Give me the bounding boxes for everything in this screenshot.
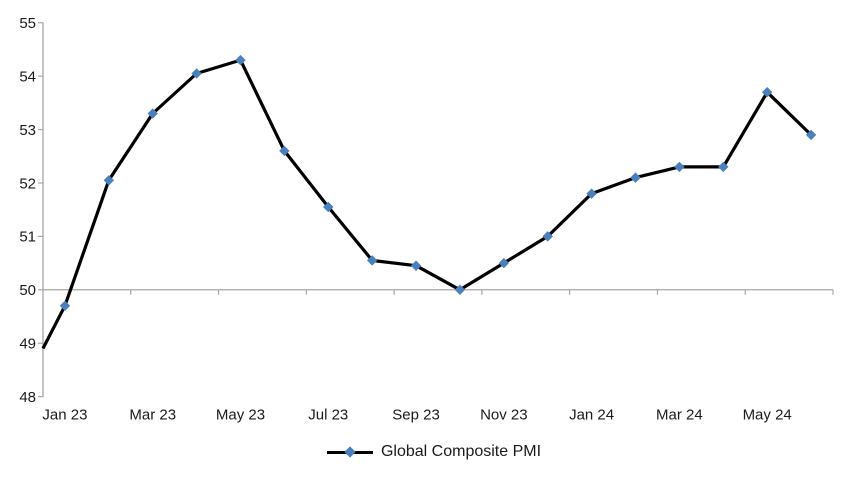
data-point-marker (191, 68, 202, 79)
legend-line-sample (326, 446, 373, 458)
x-axis-label: May 23 (216, 407, 265, 424)
data-point-marker (586, 188, 597, 199)
pmi-series-line (41, 58, 813, 350)
x-axis-label: Sep 23 (392, 407, 440, 424)
y-axis-label: 48 (19, 389, 36, 406)
x-axis-label: Mar 23 (129, 407, 176, 424)
data-point-marker (279, 145, 290, 157)
data-point-marker (674, 161, 685, 173)
legend-label: Global Composite PMI (380, 443, 542, 460)
data-point-marker (323, 201, 334, 213)
data-point-marker (366, 255, 378, 266)
x-axis-label: Jan 23 (42, 407, 87, 424)
x-axis-label: Nov 23 (480, 407, 528, 424)
y-axis-label: 54 (19, 68, 36, 85)
y-axis-label: 50 (19, 282, 36, 299)
data-point-marker (59, 300, 71, 312)
chart-legend: Global Composite PMI (0, 440, 852, 464)
y-axis-label: 52 (19, 175, 36, 192)
legend-diamond-marker-icon (344, 446, 356, 458)
data-point-marker (630, 172, 641, 183)
data-point-marker (147, 108, 158, 119)
y-axis-label: 55 (19, 15, 36, 32)
pmi-line-chart: 48 49 50 51 52 53 54 55 Jan 23 Mar 23 May 23 Jul 23… (19, 15, 834, 424)
x-axis-label: Jul 23 (308, 407, 348, 424)
data-point-marker (498, 257, 510, 269)
y-axis-label: 49 (19, 335, 36, 352)
x-axis-label: Jan 24 (569, 407, 614, 424)
x-axis-label: May 24 (743, 407, 792, 424)
y-axis-label: 53 (19, 122, 36, 139)
data-point-marker (235, 54, 246, 66)
data-point-marker (805, 129, 817, 141)
data-point-marker (761, 86, 773, 98)
x-axis-label: Mar 24 (656, 407, 703, 424)
data-point-marker (718, 161, 729, 173)
data-point-marker (454, 284, 466, 295)
y-axis-label: 51 (19, 229, 36, 246)
data-point-marker (542, 231, 553, 242)
data-point-marker (410, 260, 422, 271)
data-point-marker (103, 175, 115, 186)
